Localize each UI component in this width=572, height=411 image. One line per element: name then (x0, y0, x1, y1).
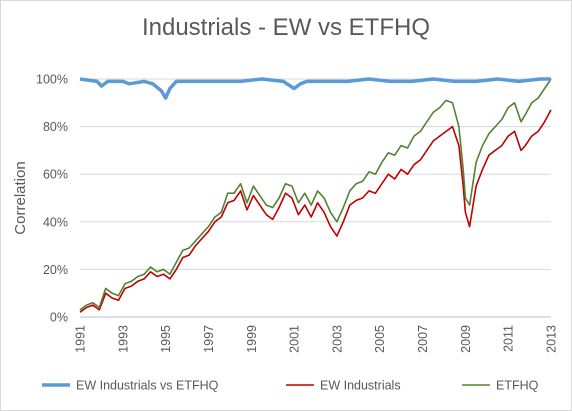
x-tick-label: 2005 (373, 325, 387, 353)
y-tick-label: 100% (36, 73, 68, 87)
x-tick-label: 2007 (416, 325, 430, 353)
x-tick-label: 2011 (502, 325, 516, 352)
y-tick-label: 20% (43, 263, 68, 277)
series-line (79, 77, 551, 100)
x-tick-label: 2009 (459, 325, 473, 353)
gridlines (80, 78, 551, 318)
x-tick-label: 2003 (330, 325, 344, 353)
x-tick-label: 1997 (202, 325, 216, 353)
legend-label: EW Industrials vs ETFHQ (76, 379, 219, 393)
legend: EW Industrials vs ETFHQ EW Industrials ETF… (42, 379, 539, 393)
y-axis-ticks: 0% 20% 40% 60% 80% 100% (36, 73, 68, 325)
x-tick-label: 1995 (159, 325, 173, 353)
y-tick-label: 0% (50, 311, 68, 325)
series-layer (79, 77, 552, 313)
x-tick-label: 2013 (545, 325, 559, 353)
x-axis-ticks: 1991 1993 1995 1997 1999 2001 2003 2005 2007 2009… (74, 325, 559, 353)
y-tick-label: 40% (43, 215, 68, 229)
x-tick-label: 1991 (74, 325, 88, 353)
series-line (79, 78, 552, 311)
x-tick-label: 1993 (116, 325, 130, 353)
x-tick-label: 2001 (288, 325, 302, 353)
y-tick-label: 60% (43, 168, 68, 182)
legend-label: ETFHQ (496, 379, 539, 393)
y-axis-title: Correlation (12, 161, 29, 234)
series-line (79, 109, 552, 313)
legend-label: EW Industrials (320, 379, 401, 393)
y-tick-label: 80% (43, 120, 68, 134)
x-tick-label: 1999 (245, 325, 259, 353)
chart-title: Industrials - EW vs ETFHQ (141, 14, 431, 41)
